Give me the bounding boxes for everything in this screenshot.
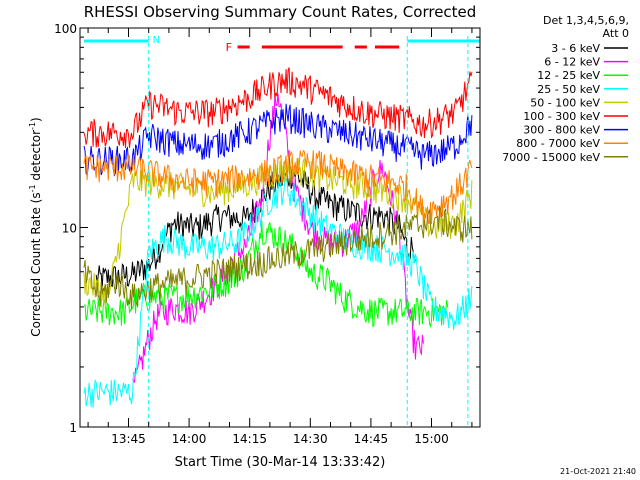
flare-label: F	[226, 41, 232, 54]
y-tick-label-1: 10	[62, 222, 77, 236]
x-axis-label: Start Time (30-Mar-14 13:33:42)	[175, 455, 386, 470]
night-label: N	[153, 35, 160, 46]
legend-label-1: 6 - 12 keV	[544, 56, 600, 69]
legend-label-4: 50 - 100 keV	[530, 96, 600, 109]
x-tick-label-4: 14:45	[354, 432, 389, 446]
y-axis-label-sup2: -1	[28, 122, 37, 130]
y-axis-label-main: Corrected Count Rate (s	[29, 192, 43, 336]
x-tick-label-1: 14:00	[172, 432, 207, 446]
y-axis-label-mid: detector	[29, 130, 43, 185]
y-axis-label-end: )	[29, 117, 43, 122]
series-line-2	[83, 220, 449, 329]
legend-header-line-2: Att 0	[603, 27, 629, 40]
legend-label-3: 25 - 50 keV	[537, 83, 600, 96]
chart-title: RHESSI Observing Summary Count Rates, Co…	[84, 3, 477, 21]
legend-label-8: 7000 - 15000 keV	[502, 151, 600, 164]
x-tick-label-3: 14:30	[293, 432, 328, 446]
legend-header-line-1: Det 1,3,4,5,6,9,	[543, 14, 629, 27]
y-axis-label-sup1: -1	[28, 184, 37, 192]
legend-label-6: 300 - 800 keV	[523, 124, 600, 137]
x-tick-label-2: 14:15	[232, 432, 267, 446]
series-group	[83, 67, 473, 408]
legend-label-7: 800 - 7000 keV	[516, 137, 600, 150]
x-tick-label-0: 13:45	[111, 432, 146, 446]
legend-label-0: 3 - 6 keV	[551, 42, 600, 55]
y-tick-label-2: 100	[54, 22, 77, 36]
y-axis-label: Corrected Count Rate (s-1 detector-1)	[28, 117, 43, 336]
legend-label-2: 12 - 25 keV	[537, 69, 600, 82]
series-line-1	[132, 93, 424, 383]
x-tick-label-5: 15:00	[414, 432, 449, 446]
series-line-5	[83, 67, 473, 149]
legend-label-5: 100 - 300 keV	[523, 110, 600, 123]
date-stamp: 21-Oct-2021 21:40	[560, 467, 636, 476]
y-tick-label-0: 1	[69, 421, 77, 435]
plot-area: N F 1 10 100 13:45 14:00 14:15 14:30 14:45 15:00	[54, 22, 481, 446]
